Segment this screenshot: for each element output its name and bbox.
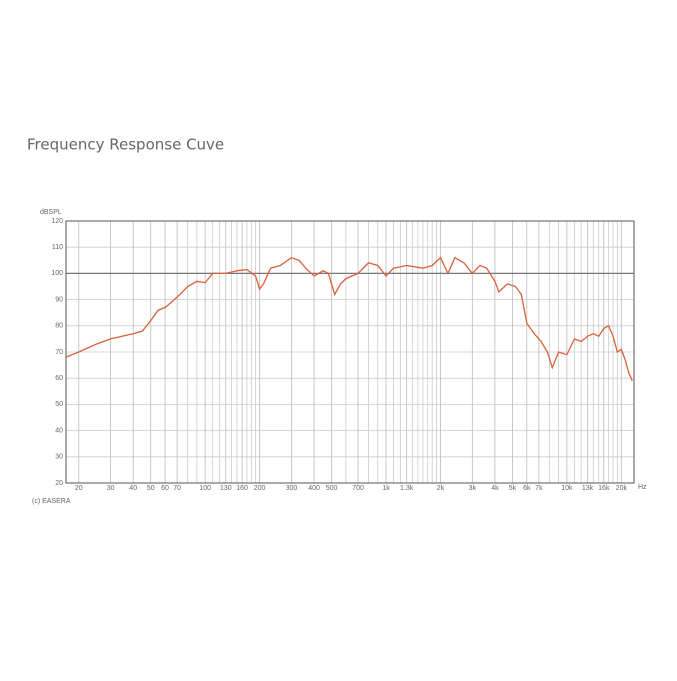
x-tick-label: 20k [616,485,628,492]
x-tick-label: 3k [469,485,477,492]
x-tick-label: 7k [535,485,543,492]
x-tick-label: 400 [308,485,320,492]
plot-border [65,220,635,484]
y-tick-label: 70 [55,349,63,356]
x-tick-label: 16k [598,485,610,492]
y-tick-label: 120 [51,218,63,225]
x-tick-label: 160 [236,485,248,492]
x-tick-label: 13k [582,485,594,492]
y-tick-label: 30 [55,454,63,461]
y-tick-label: 20 [55,480,63,487]
x-tick-label: 70 [173,485,181,492]
x-tick-label: 200 [254,485,266,492]
x-tick-label: 5k [509,485,517,492]
y-tick-label: 90 [55,296,63,303]
y-tick-label: 110 [52,244,63,251]
x-tick-label: 1.3k [400,485,414,492]
y-tick-label: 50 [55,401,63,408]
x-tick-label: 30 [107,485,115,492]
y-axis-label: dBSPL [40,209,62,216]
x-tick-label: 500 [326,485,338,492]
response-line [65,256,633,382]
x-tick-label: 6k [523,485,531,492]
y-tick-label: 80 [55,323,63,330]
x-tick-label: 130 [220,485,232,492]
x-unit: Hz [638,484,647,491]
note: (c) EASERA [32,498,71,505]
x-tick-label: 50 [147,485,155,492]
y-tick-label: 40 [55,427,63,434]
x-tick-label: 4k [491,485,499,492]
x-tick-label: 100 [199,485,211,492]
x-tick-label: 300 [286,485,298,492]
x-tick-label: 1k [382,485,390,492]
x-tick-label: 2k [437,485,445,492]
x-tick-label: 700 [352,485,364,492]
x-tick-label: 10k [561,485,573,492]
x-tick-label: 20 [75,485,83,492]
x-tick-label: 60 [161,485,169,492]
y-tick-label: 100 [51,270,63,277]
x-tick-label: 40 [129,485,137,492]
y-tick-label: 60 [55,375,63,382]
chart-title: Frequency Response Cuve [27,136,224,154]
